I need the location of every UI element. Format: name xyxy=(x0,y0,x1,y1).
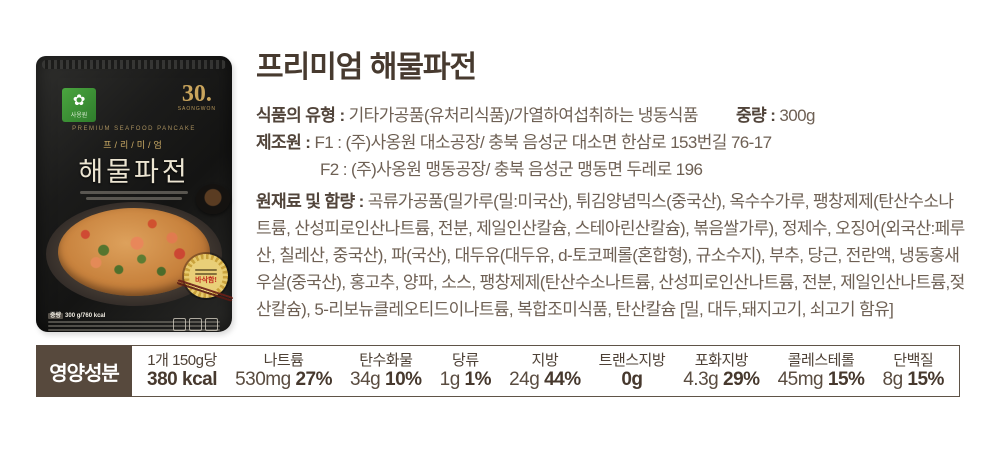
food-type-label: 식품의 유형 : xyxy=(256,106,345,125)
anniversary-number: 30. xyxy=(181,81,212,107)
certification-icon xyxy=(205,318,218,331)
nutrition-col-cholesterol: 콜레스테롤 45mg 15% xyxy=(777,351,865,390)
nutrition-col-fat: 지방 24g 44% xyxy=(509,351,581,390)
food-type-value: 기타가공품(유처리식품)/가열하여섭취하는 냉동식품 xyxy=(348,106,699,125)
description-line-blur xyxy=(80,191,188,194)
nutrition-col-serving: 1개 150g당 380 kcal xyxy=(147,351,217,390)
package-certification-icons xyxy=(173,318,218,331)
weight-label: 중량 : xyxy=(736,106,776,125)
nutrition-col-sugars: 당류 1g 1% xyxy=(439,351,492,390)
nutrition-col-carbs: 탄수화물 34g 10% xyxy=(350,351,422,390)
badge-small-text-blur xyxy=(195,272,217,275)
package-arc-text: PREMIUM SEAFOOD PANCAKE xyxy=(72,126,196,132)
nutrition-values-panel: 1개 150g당 380 kcal 나트륨 530mg 27% 탄수화물 34g… xyxy=(132,345,960,397)
food-type-line: 식품의 유형 : 기타가공품(유처리식품)/가열하여섭취하는 냉동식품 중량 :… xyxy=(256,102,968,129)
nutrition-col-satfat: 포화지방 4.3g 29% xyxy=(683,351,760,390)
nutrition-facts-bar: 영양성분 1개 150g당 380 kcal 나트륨 530mg 27% 탄수화… xyxy=(36,345,960,397)
package-fineprint-blur xyxy=(48,321,220,331)
manufacturer-label: 제조원 : xyxy=(256,133,311,152)
sauce-bowl-photo xyxy=(196,184,230,214)
package-weight-info: 300 g/760 kcal xyxy=(65,313,106,319)
ingredients-paragraph: 원재료 및 함량 : 곡류가공품(밀가루(밀:미국산), 튀김양념믹스(중국산)… xyxy=(256,188,968,323)
manufacturer-line-f1: 제조원 : F1 : (주)사옹원 대소공장/ 충북 음성군 대소면 한삼로 1… xyxy=(256,129,968,156)
package-premium-text: 프/리/미/엄 xyxy=(103,140,165,150)
package-description-lines xyxy=(74,188,194,203)
badge-highlight-text: 바삭함! xyxy=(195,276,217,284)
nutrition-col-protein: 단백질 8g 15% xyxy=(882,351,945,390)
anniversary-subtext: SAONGWON xyxy=(177,106,216,112)
description-line-blur xyxy=(86,197,182,200)
manufacturer-f1-value: F1 : (주)사옹원 대소공장/ 충북 음성군 대소면 한삼로 153번길 7… xyxy=(314,133,772,152)
certification-icon xyxy=(189,318,202,331)
ingredients-value: 곡류가공품(밀가루(밀:미국산), 튀김양념믹스(중국산), 옥수수가루, 팽창… xyxy=(256,192,965,319)
weight-line: 중량 : 300g xyxy=(736,102,815,129)
nutrition-header: 영양성분 xyxy=(36,345,132,397)
package-bottom-info: 중량 300 g/760 kcal xyxy=(48,310,220,333)
nutrition-col-sodium: 나트륨 530mg 27% xyxy=(235,351,332,390)
package-weight-tag: 중량 xyxy=(48,313,64,319)
product-title: 프리미엄 해물파전 xyxy=(256,51,477,84)
certification-icon xyxy=(173,318,186,331)
brand-logo-icon: ✿ 사옹원 xyxy=(62,88,96,122)
package-crimp-seal xyxy=(42,60,226,69)
product-package-image: ✿ 사옹원 30. SAONGWON PREMIUM SEAFOOD PANCAK… xyxy=(36,56,234,333)
package-product-name: 해물파전 xyxy=(78,157,190,187)
anniversary-badge: 30. SAONGWON xyxy=(178,82,216,112)
weight-value: 300g xyxy=(779,106,815,125)
ingredients-label: 원재료 및 함량 : xyxy=(256,192,364,211)
product-info-block: 식품의 유형 : 기타가공품(유처리식품)/가열하여섭취하는 냉동식품 중량 :… xyxy=(256,102,968,323)
manufacturer-line-f2: F2 : (주)사옹원 맹동공장/ 충북 음성군 맹동면 두레로 196 xyxy=(256,156,968,183)
brand-logo-text: 사옹원 xyxy=(70,113,88,119)
manufacturer-f2-value: F2 : (주)사옹원 맹동공장/ 충북 음성군 맹동면 두레로 196 xyxy=(320,160,703,179)
badge-small-text-blur xyxy=(195,268,217,271)
nutrition-col-transfat: 트랜스지방 0g xyxy=(598,351,666,390)
